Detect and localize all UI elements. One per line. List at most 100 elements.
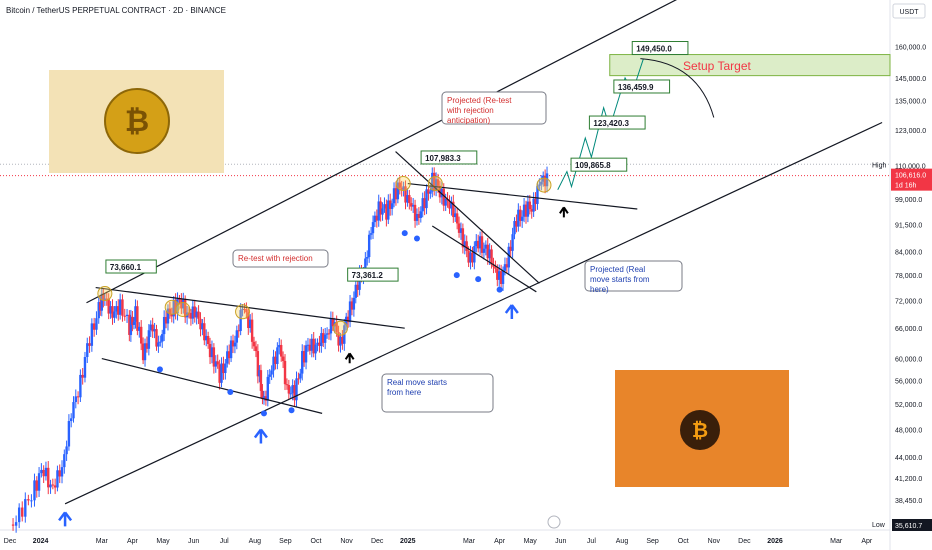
candle-body — [83, 357, 87, 378]
candle-body — [404, 186, 407, 203]
candle-body — [210, 347, 214, 358]
x-tick-label: 2026 — [767, 538, 783, 545]
touch-circle — [175, 301, 191, 317]
descending-support-line[interactable] — [431, 225, 537, 293]
candle-body — [166, 308, 170, 324]
wedge-upper-trendline[interactable] — [407, 182, 638, 210]
y-tick-label: 99,000.0 — [895, 197, 922, 204]
range-lower-trendline[interactable] — [101, 357, 323, 414]
currency-button[interactable] — [892, 3, 926, 19]
candle-body — [528, 201, 532, 210]
candle-body — [111, 306, 114, 318]
candle-body — [436, 179, 440, 186]
candle-body — [469, 252, 472, 263]
candle-body — [14, 522, 18, 526]
candle-body — [174, 299, 177, 314]
candle-body — [279, 344, 283, 357]
candle-body — [350, 301, 354, 310]
y-tick-label: 44,000.0 — [895, 455, 922, 462]
candle-body — [56, 470, 59, 488]
candle-body — [102, 293, 105, 301]
price-callout-box[interactable] — [347, 267, 399, 282]
candle-body — [245, 309, 248, 313]
candle-body — [534, 198, 537, 204]
projected-retest-note-box[interactable] — [441, 91, 547, 125]
last-price-badge — [891, 168, 932, 191]
candle-body — [176, 298, 179, 314]
candle-body — [214, 361, 217, 367]
candle-body — [486, 244, 489, 259]
candle-body — [473, 246, 476, 263]
candle-body — [402, 186, 405, 190]
candle-body — [118, 299, 122, 315]
candle-body — [310, 338, 313, 351]
x-tick-label: Nov — [708, 538, 721, 545]
candle-body — [270, 370, 273, 375]
real-move-note-text: Real move starts — [387, 378, 447, 387]
low-price-value: 35,610.7 — [895, 523, 922, 530]
candle-body — [218, 364, 221, 383]
candle-body — [375, 215, 379, 221]
candle-body — [325, 333, 329, 335]
candle-body — [24, 499, 27, 517]
candle-body — [381, 208, 384, 215]
candle-body — [168, 308, 172, 315]
candle-body — [264, 396, 268, 401]
price-callout-box[interactable] — [613, 79, 671, 94]
candle-body — [366, 257, 369, 259]
candle-body — [320, 333, 323, 347]
candle-body — [243, 309, 246, 311]
candle-body — [377, 201, 380, 221]
price-callout-label: 123,420.3 — [593, 119, 629, 128]
candle-body — [480, 236, 484, 253]
y-tick-label: 56,000.0 — [895, 378, 922, 385]
touch-circle — [97, 286, 113, 302]
x-tick-label: May — [524, 538, 538, 545]
candle-body — [136, 306, 139, 331]
price-callout-box[interactable] — [588, 115, 646, 130]
descending-resistance-line[interactable] — [395, 151, 540, 284]
candle-body — [182, 299, 185, 309]
real-move-note-box[interactable] — [381, 373, 494, 413]
candle-body — [515, 221, 518, 227]
channel-upper-trendline[interactable] — [86, 0, 754, 304]
candle-body — [369, 233, 373, 235]
y-tick-label: 72,000.0 — [895, 299, 922, 306]
candle-body — [37, 473, 41, 491]
candle-body — [281, 356, 285, 361]
price-callout-box[interactable] — [631, 41, 689, 56]
x-tick-label: Mar — [463, 538, 476, 545]
channel-lower-trendline[interactable] — [64, 121, 883, 505]
x-tick-label: Sep — [646, 538, 659, 545]
candle-body — [295, 378, 298, 401]
lightning-icon[interactable] — [547, 515, 561, 529]
projected-real-note-box[interactable] — [584, 260, 683, 292]
candle-body — [536, 185, 539, 204]
candle-body — [229, 340, 233, 359]
candle-body — [76, 396, 80, 398]
retest-note-box[interactable] — [232, 249, 329, 268]
candle-body — [100, 293, 103, 311]
candle-body — [396, 182, 400, 200]
candle-body — [390, 203, 394, 209]
candle-body — [341, 336, 344, 344]
currency-label: USDT — [899, 9, 919, 16]
range-upper-trendline[interactable] — [95, 286, 405, 329]
candle-body — [216, 361, 219, 365]
candle-body — [30, 500, 33, 502]
candle-body — [199, 318, 202, 330]
candle-body — [517, 209, 520, 227]
x-tick-label: Apr — [127, 538, 139, 545]
candle-body — [352, 297, 356, 310]
candle-body — [356, 284, 359, 290]
price-callout-box[interactable] — [420, 150, 478, 165]
price-axis[interactable] — [890, 0, 932, 550]
price-callout-box[interactable] — [570, 157, 628, 172]
low-label: Low — [872, 522, 886, 529]
candle-body — [291, 385, 294, 394]
candle-body — [162, 316, 166, 335]
price-callout-box[interactable] — [105, 259, 157, 274]
candle-body — [129, 316, 133, 335]
